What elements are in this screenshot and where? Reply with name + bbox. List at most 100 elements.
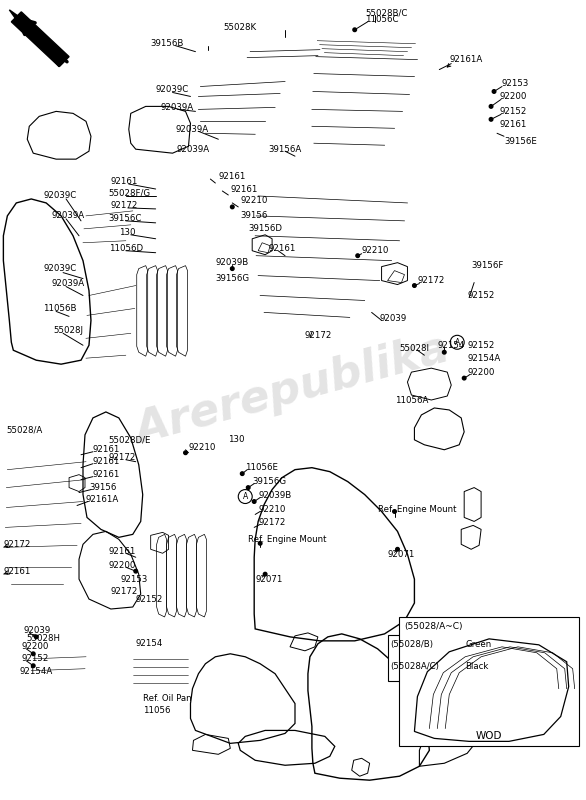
Text: 92161: 92161: [93, 446, 120, 454]
Circle shape: [258, 542, 262, 545]
Text: 39156G: 39156G: [216, 274, 250, 283]
Text: 92210: 92210: [189, 443, 216, 452]
Text: 92039C: 92039C: [156, 85, 189, 94]
Text: 92152: 92152: [467, 341, 495, 350]
Text: 92071: 92071: [387, 550, 415, 558]
Circle shape: [230, 267, 234, 270]
Text: 92161: 92161: [268, 244, 295, 254]
Text: 92172: 92172: [305, 331, 332, 340]
Text: 39156F: 39156F: [471, 261, 503, 270]
Text: 92152: 92152: [21, 654, 49, 663]
Text: 11056B: 11056B: [43, 304, 77, 313]
Text: (55028/B): (55028/B): [390, 640, 434, 650]
Text: 39156E: 39156E: [504, 137, 537, 146]
Circle shape: [240, 472, 244, 475]
Circle shape: [253, 500, 256, 503]
Text: 39156A: 39156A: [268, 145, 301, 154]
Circle shape: [230, 205, 234, 209]
Circle shape: [32, 664, 35, 667]
Text: 92039A: 92039A: [176, 145, 210, 154]
Text: 92172: 92172: [109, 454, 137, 462]
Text: 11056E: 11056E: [245, 463, 278, 472]
Text: 92152: 92152: [499, 107, 526, 116]
Text: 11056C: 11056C: [364, 15, 398, 24]
Text: 11056D: 11056D: [109, 244, 143, 254]
Polygon shape: [9, 10, 33, 34]
Text: 92152: 92152: [467, 291, 495, 300]
Text: WOD: WOD: [476, 731, 502, 742]
Text: 92200: 92200: [21, 642, 49, 651]
Circle shape: [442, 350, 446, 354]
Text: 92161: 92161: [230, 185, 258, 194]
Text: 92172: 92172: [258, 518, 285, 527]
Circle shape: [393, 510, 396, 514]
Text: 92200: 92200: [499, 92, 526, 101]
Text: 92161: 92161: [499, 120, 526, 129]
Polygon shape: [11, 12, 69, 66]
Text: 92154: 92154: [136, 639, 163, 648]
Circle shape: [263, 572, 267, 576]
Text: 92152: 92152: [136, 594, 163, 603]
Text: 11056A: 11056A: [394, 395, 428, 405]
Text: 55028F/G: 55028F/G: [109, 189, 151, 198]
Text: 92039B: 92039B: [216, 258, 248, 267]
Text: 92161: 92161: [93, 458, 120, 466]
Text: 55028/A: 55028/A: [6, 426, 43, 434]
Text: 39156B: 39156B: [151, 39, 184, 48]
Text: 92172: 92172: [417, 276, 445, 285]
Circle shape: [489, 118, 493, 121]
Text: 92039C: 92039C: [43, 191, 76, 201]
Text: 92210: 92210: [258, 505, 285, 514]
Bar: [387, 635, 527, 681]
Text: 92039A: 92039A: [51, 279, 84, 288]
Text: 92161: 92161: [219, 171, 246, 181]
Text: 92210: 92210: [240, 197, 268, 206]
Text: 92039A: 92039A: [176, 125, 209, 134]
Text: 39156: 39156: [89, 483, 117, 492]
Text: 55028H: 55028H: [26, 634, 60, 643]
Text: 92161A: 92161A: [449, 55, 482, 64]
Circle shape: [353, 28, 356, 31]
Text: 92200: 92200: [109, 561, 137, 570]
Circle shape: [35, 635, 38, 638]
Text: 11056: 11056: [143, 706, 170, 715]
Text: 39156: 39156: [240, 211, 268, 220]
Text: 55028D/E: 55028D/E: [109, 435, 151, 444]
Text: A: A: [243, 492, 248, 501]
Text: 130: 130: [229, 435, 245, 444]
Text: 92154: 92154: [437, 341, 465, 350]
Text: (55028A/C): (55028A/C): [390, 662, 440, 671]
Circle shape: [462, 376, 466, 380]
Text: 55028J: 55028J: [53, 326, 83, 335]
Text: Ref. Engine Mount: Ref. Engine Mount: [377, 505, 456, 514]
Text: 92153: 92153: [501, 79, 529, 88]
Text: 92039A: 92039A: [51, 211, 84, 220]
Circle shape: [489, 105, 493, 108]
Text: 92039A: 92039A: [161, 103, 194, 112]
Polygon shape: [18, 18, 66, 66]
Circle shape: [134, 570, 138, 573]
Text: 39156C: 39156C: [109, 214, 142, 223]
Text: 92210: 92210: [362, 246, 389, 255]
Text: 92161: 92161: [109, 546, 137, 556]
Text: 39156D: 39156D: [248, 224, 282, 234]
Text: 92200: 92200: [467, 368, 495, 377]
Text: 92039: 92039: [380, 314, 407, 323]
Circle shape: [413, 284, 416, 287]
Text: (55028/A~C): (55028/A~C): [404, 622, 463, 631]
Text: 55028B/C: 55028B/C: [366, 8, 408, 18]
Text: 130: 130: [119, 228, 135, 238]
Text: 92154A: 92154A: [19, 667, 53, 676]
Circle shape: [396, 547, 399, 551]
Text: Arerepublika: Arerepublika: [131, 327, 455, 453]
Text: 55028I: 55028I: [400, 344, 430, 353]
Bar: [400, 617, 578, 746]
Circle shape: [32, 652, 35, 655]
Text: Ref. Engine Mount: Ref. Engine Mount: [248, 535, 327, 544]
Text: 92172: 92172: [111, 202, 138, 210]
Text: Green: Green: [465, 640, 492, 650]
Text: 92172: 92172: [4, 540, 30, 549]
Text: 55028K: 55028K: [224, 23, 257, 32]
Text: 92161: 92161: [111, 177, 138, 186]
Text: A: A: [455, 338, 460, 346]
